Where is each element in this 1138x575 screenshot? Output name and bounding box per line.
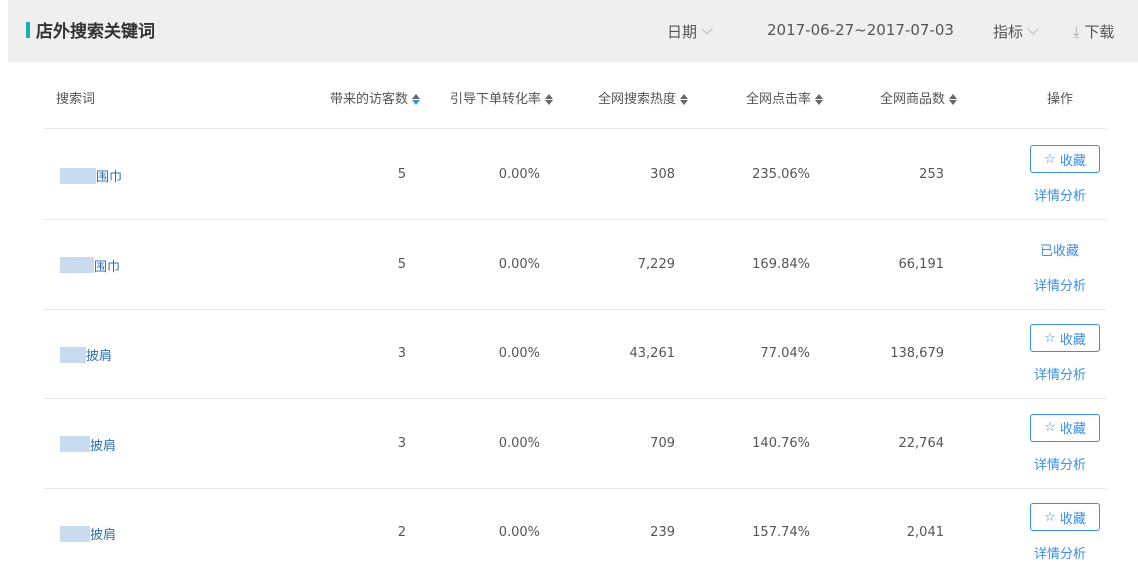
favorite-button[interactable]: ☆ 收藏: [1030, 145, 1100, 173]
column-label: 带来的访客数: [329, 92, 408, 107]
cell-ctr: 77.04%: [760, 346, 810, 361]
redacted-block: [60, 436, 90, 452]
sort-icon[interactable]: [680, 93, 688, 106]
favorite-label: 收藏: [1059, 422, 1086, 437]
accent-bar: [26, 21, 30, 38]
cell-visitors: 5: [397, 167, 406, 182]
divider: [44, 488, 1106, 489]
column-label: 引导下单转化率: [449, 92, 541, 107]
column-header: 搜索词: [56, 88, 95, 107]
column-label: 全网点击率: [745, 92, 811, 107]
column-label: 全网搜索热度: [597, 92, 676, 107]
star-icon: ☆: [1044, 509, 1056, 525]
cell-heat: 709: [650, 435, 675, 451]
column-header[interactable]: 全网商品数: [880, 88, 957, 107]
sort-icon[interactable]: [815, 93, 823, 106]
favorited-label: 已收藏: [1040, 243, 1080, 259]
divider: [44, 398, 1106, 399]
keyword-link[interactable]: 围巾: [60, 166, 122, 185]
metric-dropdown[interactable]: 指标: [993, 21, 1039, 42]
column-label: 操作: [1047, 92, 1074, 107]
cell-conversion: 0.00%: [498, 167, 540, 182]
detail-analysis-link[interactable]: 详情分析: [1034, 547, 1087, 562]
download-icon: ⤓: [1073, 23, 1080, 41]
keyword-text: 围巾: [94, 259, 121, 275]
star-icon: ☆: [1044, 420, 1056, 435]
download-button[interactable]: ⤓ 下载: [1073, 21, 1114, 42]
keyword-link[interactable]: 披肩: [60, 435, 116, 454]
download-label: 下载: [1084, 23, 1115, 41]
title-text: 店外搜索关键词: [36, 22, 155, 42]
cell-ctr: 140.76%: [752, 435, 810, 451]
cell-conversion: 0.00%: [498, 525, 540, 540]
cell-items: 253: [919, 167, 944, 182]
favorite-button[interactable]: ☆ 收藏: [1030, 324, 1100, 352]
redacted-block: [60, 525, 90, 542]
sort-icon[interactable]: [545, 93, 553, 106]
redacted-block: [60, 346, 86, 363]
keyword-link[interactable]: 披肩: [60, 524, 116, 543]
cell-conversion: 0.00%: [498, 256, 540, 272]
date-dropdown[interactable]: 日期: [667, 21, 713, 42]
metric-label: 指标: [993, 23, 1024, 41]
column-header[interactable]: 全网点击率: [746, 88, 823, 107]
detail-analysis-link[interactable]: 详情分析: [1034, 278, 1087, 294]
sort-icon[interactable]: [949, 93, 957, 106]
chevron-down-icon: [701, 23, 713, 35]
cell-heat: 239: [650, 525, 675, 540]
cell-conversion: 0.00%: [498, 346, 540, 361]
column-header[interactable]: 带来的访客数: [330, 88, 420, 107]
divider: [44, 128, 1106, 129]
detail-analysis-link[interactable]: 详情分析: [1034, 368, 1087, 383]
star-icon: ☆: [1044, 151, 1056, 167]
column-header[interactable]: 全网搜索热度: [598, 88, 688, 107]
keyword-text: 围巾: [96, 170, 123, 185]
column-header[interactable]: 引导下单转化率: [450, 88, 553, 107]
keyword-link[interactable]: 围巾: [60, 256, 120, 275]
column-label: 全网商品数: [879, 92, 945, 107]
column-label: 搜索词: [56, 92, 96, 107]
cell-items: 22,764: [898, 435, 945, 451]
favorite-button[interactable]: ☆ 收藏: [1030, 413, 1100, 442]
cell-heat: 308: [650, 167, 675, 182]
keyword-link[interactable]: 披肩: [60, 345, 112, 364]
cell-ctr: 169.84%: [752, 256, 810, 272]
date-range[interactable]: 2017-06-27~2017-07-03: [767, 21, 954, 39]
cell-visitors: 3: [397, 346, 406, 361]
divider: [44, 309, 1106, 310]
redacted-block: [60, 167, 96, 184]
column-header: 操作: [1047, 88, 1073, 107]
cell-conversion: 0.00%: [498, 435, 540, 451]
favorite-button[interactable]: ☆ 收藏: [1030, 503, 1100, 531]
divider: [44, 219, 1106, 220]
favorite-label: 收藏: [1059, 153, 1086, 169]
sort-icon[interactable]: [412, 93, 420, 106]
redacted-block: [60, 257, 94, 273]
date-label: 日期: [667, 23, 698, 41]
favorite-label: 收藏: [1059, 511, 1086, 527]
keyword-text: 披肩: [90, 438, 117, 454]
header-bar: 店外搜索关键词 日期 2017-06-27~2017-07-03 指标 ⤓ 下载: [8, 0, 1138, 62]
cell-items: 138,679: [890, 346, 944, 361]
cell-items: 66,191: [898, 256, 945, 272]
cell-visitors: 5: [397, 256, 406, 272]
cell-visitors: 2: [397, 525, 406, 540]
cell-visitors: 3: [397, 435, 406, 451]
keyword-text: 披肩: [86, 349, 113, 364]
detail-analysis-link[interactable]: 详情分析: [1034, 457, 1087, 473]
cell-ctr: 157.74%: [752, 525, 810, 540]
cell-items: 2,041: [906, 525, 944, 540]
cell-heat: 7,229: [637, 256, 675, 272]
page-title: 店外搜索关键词: [26, 17, 155, 42]
detail-analysis-link[interactable]: 详情分析: [1034, 189, 1087, 204]
chevron-down-icon: [1027, 23, 1039, 35]
star-icon: ☆: [1044, 330, 1056, 346]
favorite-label: 收藏: [1059, 332, 1086, 348]
cell-ctr: 235.06%: [752, 167, 810, 182]
keyword-text: 披肩: [90, 528, 117, 543]
cell-heat: 43,261: [629, 346, 676, 361]
